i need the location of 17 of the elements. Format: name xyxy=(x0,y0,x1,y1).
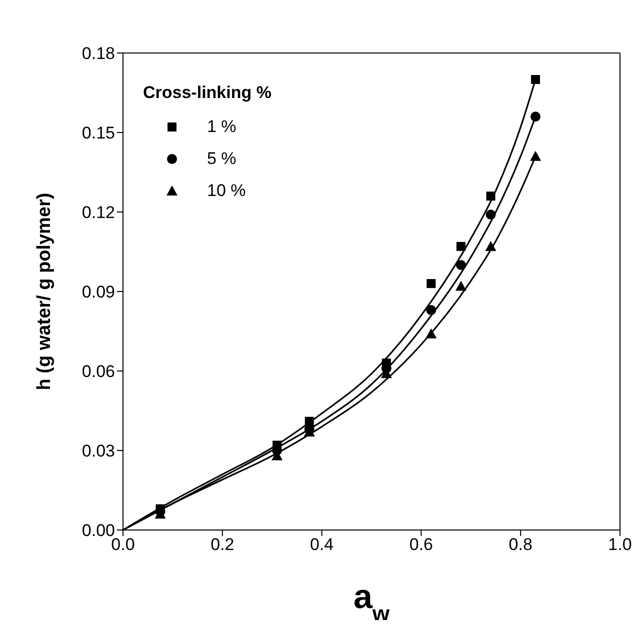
y-tick-label: 0.09 xyxy=(82,282,115,302)
x-tick-label: 1.0 xyxy=(608,535,632,554)
legend-title: Cross-linking % xyxy=(143,83,272,103)
x-tick-label: 0.6 xyxy=(409,535,434,554)
y-tick-label: 0.03 xyxy=(82,442,115,461)
x-tick-label: 0.2 xyxy=(210,535,234,554)
y-tick-label: 0.12 xyxy=(82,203,115,222)
x-tick-label: 0.8 xyxy=(508,535,532,554)
y-tick-label: 0.18 xyxy=(82,44,115,64)
y-tick-label: 0.15 xyxy=(82,124,115,143)
y-tick-label: 0.06 xyxy=(82,362,115,382)
x-tick-label: 0.0 xyxy=(111,535,135,554)
legend-label: 10 % xyxy=(207,181,246,201)
legend-label: 5 % xyxy=(207,149,236,169)
x-tick-label: 0.4 xyxy=(310,535,334,554)
legend-label: 1 % xyxy=(207,117,236,137)
y-axis-title: h (g water/ g polymer) xyxy=(34,192,55,390)
